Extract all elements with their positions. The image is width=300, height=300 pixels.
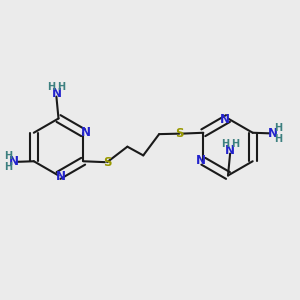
Text: N: N (56, 169, 66, 183)
Text: N: N (81, 126, 91, 139)
Text: H: H (57, 82, 65, 92)
Text: H: H (4, 162, 13, 172)
Text: N: N (8, 155, 18, 168)
Text: H: H (47, 82, 55, 92)
Text: N: N (268, 127, 278, 140)
Text: H: H (274, 134, 282, 144)
Text: N: N (196, 154, 206, 167)
Text: S: S (103, 156, 111, 169)
Text: H: H (221, 139, 230, 149)
Text: H: H (4, 152, 13, 161)
Text: N: N (225, 143, 235, 157)
Text: H: H (231, 139, 240, 149)
Text: H: H (274, 123, 282, 133)
Text: N: N (220, 112, 230, 126)
Text: N: N (51, 86, 62, 100)
Text: S: S (175, 127, 184, 140)
